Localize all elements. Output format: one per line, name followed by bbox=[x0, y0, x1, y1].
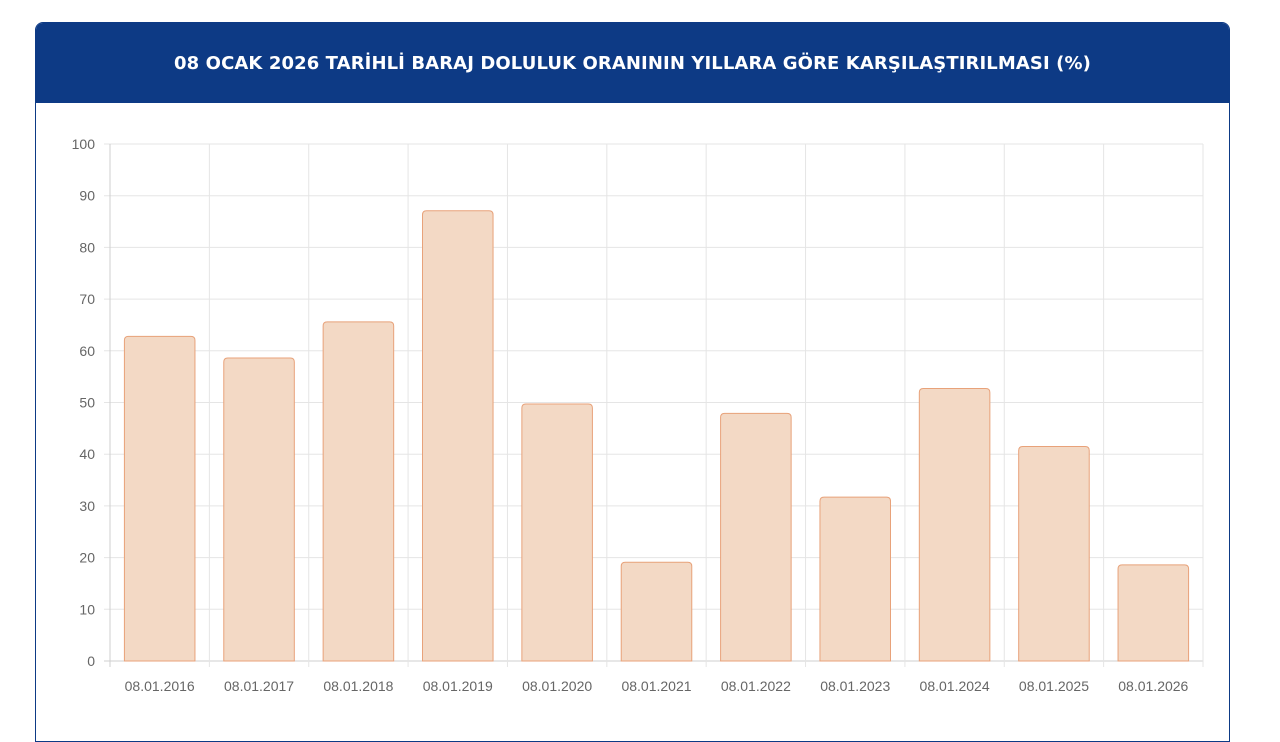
x-tick-label: 08.01.2020 bbox=[522, 678, 592, 694]
x-tick-label: 08.01.2016 bbox=[125, 678, 195, 694]
bars bbox=[123, 210, 1190, 662]
x-tick-label: 08.01.2021 bbox=[621, 678, 691, 694]
x-tick-label: 08.01.2026 bbox=[1118, 678, 1188, 694]
y-axis-ticks: 0 10 20 30 40 50 60 70 80 90 100 bbox=[72, 136, 96, 669]
bar-08.01.2016[interactable] bbox=[123, 335, 196, 662]
y-tick-label: 10 bbox=[79, 601, 95, 617]
y-tick-label: 20 bbox=[79, 550, 95, 566]
x-tick-label: 08.01.2024 bbox=[920, 678, 990, 694]
x-axis-ticks: 08.01.2016 08.01.2017 08.01.2018 08.01.2019… bbox=[125, 678, 1189, 694]
y-tick-label: 40 bbox=[79, 446, 95, 462]
y-tick-label: 0 bbox=[87, 653, 95, 669]
x-tick-label: 08.01.2019 bbox=[423, 678, 493, 694]
bar-08.01.2018[interactable] bbox=[322, 321, 395, 662]
bar-08.01.2022[interactable] bbox=[720, 412, 792, 662]
chart-header: 08 OCAK 2026 TARİHLİ BARAJ DOLULUK ORANI… bbox=[36, 23, 1229, 103]
x-tick-label: 08.01.2025 bbox=[1019, 678, 1089, 694]
x-tick-label: 08.01.2018 bbox=[323, 678, 393, 694]
y-tick-label: 60 bbox=[79, 343, 95, 359]
y-tick-label: 30 bbox=[79, 498, 95, 514]
x-tick-label: 08.01.2023 bbox=[820, 678, 890, 694]
bar-08.01.2020[interactable] bbox=[521, 403, 593, 662]
bar-08.01.2025[interactable] bbox=[1018, 445, 1090, 662]
bar-08.01.2021[interactable] bbox=[620, 561, 693, 662]
y-tick-label: 50 bbox=[79, 395, 95, 411]
bar-08.01.2024[interactable] bbox=[918, 388, 991, 662]
y-tick-label: 70 bbox=[79, 291, 95, 307]
bar-08.01.2017[interactable] bbox=[223, 357, 295, 662]
bar-08.01.2023[interactable] bbox=[819, 496, 892, 662]
bar-08.01.2019[interactable] bbox=[421, 210, 494, 662]
y-tick-label: 80 bbox=[79, 239, 95, 255]
x-tick-label: 08.01.2017 bbox=[224, 678, 294, 694]
chart-title: 08 OCAK 2026 TARİHLİ BARAJ DOLULUK ORANI… bbox=[174, 52, 1091, 74]
y-tick-label: 90 bbox=[79, 188, 95, 204]
bar-08.01.2026[interactable] bbox=[1117, 564, 1190, 662]
x-tick-label: 08.01.2022 bbox=[721, 678, 791, 694]
y-tick-label: 100 bbox=[72, 136, 96, 152]
